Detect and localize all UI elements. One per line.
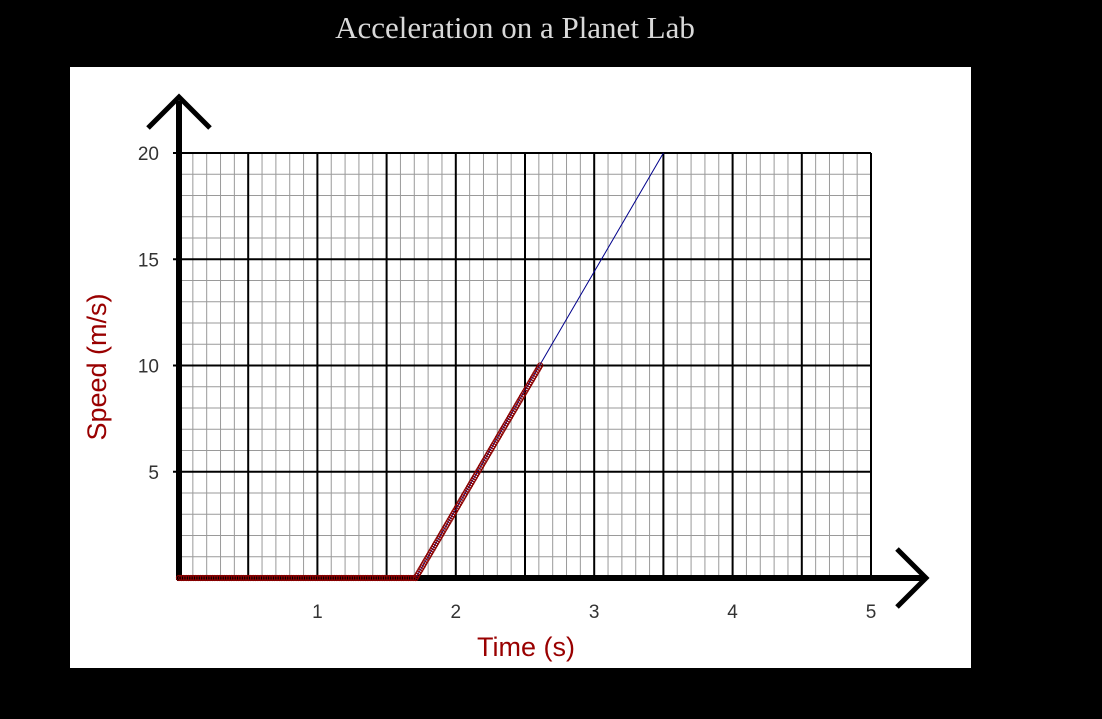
y-axis-arrow-icon	[146, 93, 212, 130]
x-tick-label: 4	[727, 602, 738, 623]
major-gridlines	[173, 152, 872, 578]
y-tick-label: 10	[138, 357, 159, 378]
x-tick-label: 2	[451, 602, 462, 623]
x-axis-arrow-icon	[895, 547, 930, 609]
page-title: Acceleration on a Planet Lab	[335, 10, 695, 45]
axes	[146, 93, 930, 609]
tick-labels: 1 2 3 4 5 5 10 15 20	[138, 144, 876, 623]
y-tick-label: 15	[138, 250, 159, 271]
x-axis-title: Time (s)	[477, 632, 575, 662]
x-tick-label: 1	[312, 602, 323, 623]
data-point	[537, 362, 544, 369]
chart-panel: 1 2 3 4 5 5 10 15 20 Time (s) Speed (m/s)	[70, 67, 971, 668]
y-axis-title: Speed (m/s)	[82, 293, 112, 440]
y-tick-label: 5	[148, 463, 159, 484]
data-marker-layer	[175, 362, 544, 582]
x-tick-label: 3	[589, 602, 600, 623]
y-tick-label: 20	[138, 144, 159, 165]
x-tick-label: 5	[866, 602, 877, 623]
speed-time-chart: 1 2 3 4 5 5 10 15 20 Time (s) Speed (m/s)	[82, 93, 930, 662]
